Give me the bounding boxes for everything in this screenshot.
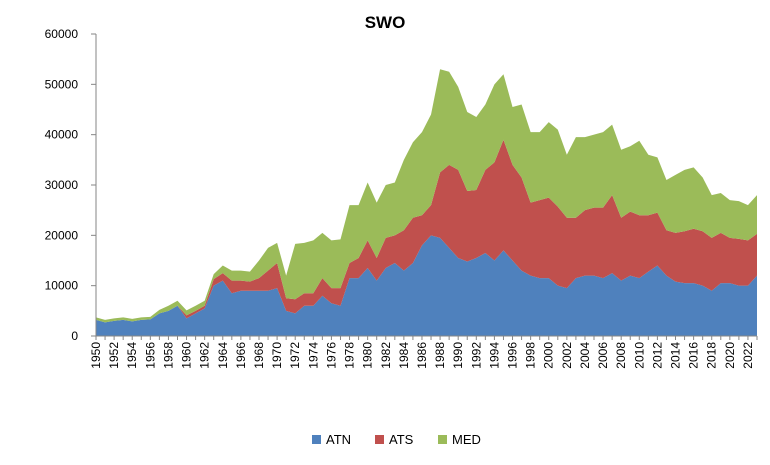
area-series-group [96, 69, 757, 336]
legend-label-atn: ATN [326, 432, 351, 447]
x-tick-label: 1998 [524, 342, 538, 369]
x-tick-label: 2014 [669, 342, 683, 369]
legend: ATN ATS MED [312, 432, 481, 447]
x-tick-label: 2016 [687, 342, 701, 369]
x-tick-label: 2000 [542, 342, 556, 369]
x-tick-label: 2002 [560, 342, 574, 369]
legend-label-med: MED [452, 432, 481, 447]
x-tick-label: 2004 [578, 342, 592, 369]
y-tick-label: 50000 [45, 77, 79, 91]
area-series-med [96, 69, 757, 323]
x-tick-label: 1974 [306, 342, 320, 369]
x-tick-label: 1968 [252, 342, 266, 369]
x-tick-label: 2008 [614, 342, 628, 369]
legend-swatch-ats [375, 435, 384, 444]
x-tick-label: 1984 [397, 342, 411, 369]
area-series-atn [96, 235, 757, 336]
x-tick-label: 2020 [723, 342, 737, 369]
y-tick-label: 20000 [45, 228, 79, 242]
area-series-ats [96, 139, 757, 323]
x-tick-label: 1996 [506, 342, 520, 369]
x-tick-label: 1960 [180, 342, 194, 369]
y-tick-label: 40000 [45, 128, 79, 142]
x-tick-label: 1986 [415, 342, 429, 369]
x-tick-label: 1978 [343, 342, 357, 369]
x-tick-label: 1994 [487, 342, 501, 369]
x-tick-label: 1966 [234, 342, 248, 369]
x-tick-label: 1956 [143, 342, 157, 369]
x-tick-label: 1992 [469, 342, 483, 369]
x-tick-label: 2022 [741, 342, 755, 369]
x-tick-label: 1962 [198, 342, 212, 369]
x-tick-label: 1970 [270, 342, 284, 369]
x-tick-label: 2010 [632, 342, 646, 369]
x-tick-label: 1990 [451, 342, 465, 369]
x-tick-label: 1982 [379, 342, 393, 369]
y-tick-label: 30000 [45, 178, 79, 192]
legend-swatch-atn [312, 435, 321, 444]
chart-title: SWO [365, 13, 406, 32]
x-tick-label: 1950 [89, 342, 103, 369]
x-tick-label: 2018 [705, 342, 719, 369]
y-tick-label: 0 [71, 329, 78, 343]
x-tick-label: 1954 [125, 342, 139, 369]
x-tick-label: 2012 [650, 342, 664, 369]
x-tick-label: 1980 [361, 342, 375, 369]
legend-label-ats: ATS [389, 432, 414, 447]
y-tick-label: 10000 [45, 279, 79, 293]
x-tick-label: 1964 [216, 342, 230, 369]
x-tick-label: 1952 [107, 342, 121, 369]
x-tick-label: 1958 [161, 342, 175, 369]
axes-group: 0 10000 20000 30000 40000 50000 60000 1950 1952 1… [45, 27, 758, 369]
x-tick-label: 1988 [433, 342, 447, 369]
x-tick-label: 1972 [288, 342, 302, 369]
legend-swatch-med [438, 435, 447, 444]
x-tick-label: 1976 [324, 342, 338, 369]
x-tick-label: 2006 [596, 342, 610, 369]
y-tick-label: 60000 [45, 27, 79, 41]
